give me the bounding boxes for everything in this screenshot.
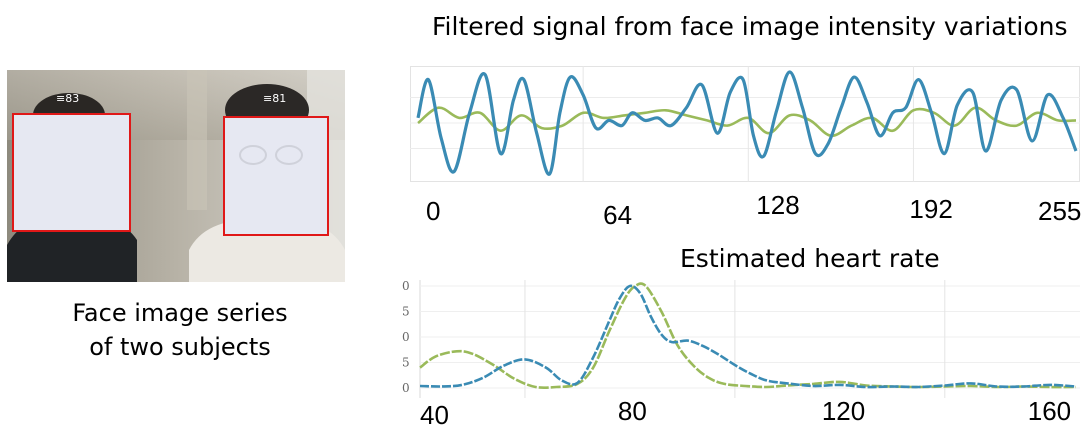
- subject-2-label: ≡81: [263, 92, 287, 105]
- signal-x-tick-label: 64: [603, 200, 633, 230]
- hr-x-tick-label: 80: [617, 396, 647, 426]
- signal-series-line-1: [416, 70, 1078, 176]
- face-caption-line-2: of two subjects: [89, 333, 271, 361]
- hr-x-tick-label: 40: [420, 400, 449, 430]
- signal-chart: [410, 66, 1080, 182]
- hr-series-line-1: [419, 284, 1077, 389]
- signal-x-tick-label: 192: [909, 194, 953, 224]
- hr-x-tick-label: 120: [821, 396, 866, 426]
- signal-x-tick-label: 0: [426, 196, 441, 226]
- signal-x-ticks: 0 64 128 192 255: [0, 190, 1088, 230]
- hr-series-line-2: [419, 282, 1077, 390]
- face-box-subject-2: [223, 116, 329, 236]
- signal-x-tick-label: 255: [1038, 196, 1082, 226]
- hr-y-tick-label: 0: [402, 330, 410, 344]
- hr-y-tick-label: 5: [402, 305, 410, 319]
- face-box-subject-1: [12, 113, 131, 232]
- signal-x-tick-label: 128: [756, 190, 800, 220]
- face-image-panel: ≡83 ≡81: [7, 70, 345, 282]
- face-caption: Face image series of two subjects: [30, 296, 330, 364]
- hr-y-tick-label: 0: [402, 280, 410, 293]
- face-photo: [7, 70, 345, 282]
- signal-chart-title: Filtered signal from face image intensit…: [432, 12, 1068, 41]
- signal-plot-frame: [410, 66, 1080, 182]
- hr-y-tick-label: 0: [402, 381, 410, 395]
- face-caption-line-1: Face image series: [72, 299, 288, 327]
- hr-y-tick-label: 5: [402, 356, 410, 370]
- heart-rate-x-ticks: 40 80 120 160: [0, 396, 1088, 430]
- signal-series-line-2: [417, 106, 1077, 138]
- hr-x-tick-label: 160: [1027, 396, 1072, 426]
- heart-rate-chart-title: Estimated heart rate: [680, 244, 940, 273]
- heart-rate-chart: 0 5 0 5 0: [402, 280, 1080, 398]
- subject-1-label: ≡83: [56, 92, 80, 105]
